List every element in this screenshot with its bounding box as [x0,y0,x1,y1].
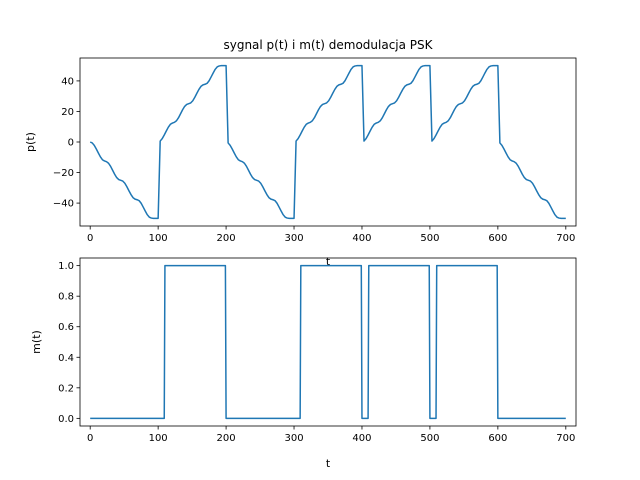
top-x-tick-label: 100 [149,233,168,244]
bottom-subplot: 0 100 200 300 400 500 600 700 0.0 0.2 0.4 0.6 0.8 1.… [30,257,577,470]
top-x-tick-label: 200 [217,233,236,244]
bottom-x-axis-label: t [326,457,331,470]
top-x-tick-label: 500 [420,233,439,244]
bottom-y-axis-label: m(t) [30,330,43,354]
bottom-x-tick-label: 600 [488,433,507,444]
top-x-ticks: 0 100 200 300 400 500 600 700 [87,226,575,244]
bottom-x-tick-label: 400 [352,433,371,444]
bottom-y-tick-label: 0.4 [58,353,74,364]
bottom-y-tick-label: 0.8 [58,292,74,303]
bottom-x-ticks: 0 100 200 300 400 500 600 700 [87,426,575,444]
top-x-tick-label: 0 [87,233,93,244]
top-plot-area [89,64,566,220]
top-series-line [89,64,566,220]
top-x-tick-label: 700 [556,233,575,244]
top-y-tick-label: −40 [53,199,74,210]
top-x-axis-label: t [326,255,331,268]
top-y-tick-label: −20 [53,168,74,179]
top-y-tick-label: 40 [61,76,74,87]
top-y-tick-label: 20 [61,107,74,118]
bottom-y-tick-label: 0.2 [58,383,74,394]
top-x-tick-label: 300 [284,233,303,244]
top-subplot: sygnal p(t) i m(t) demodulacja PSK 0 100 2… [24,38,577,268]
top-axes-frame [79,57,577,227]
bottom-y-ticks: 0.0 0.2 0.4 0.6 0.8 1.0 [58,261,80,425]
bottom-y-tick-label: 0.6 [58,322,74,333]
bottom-y-tick-label: 1.0 [58,261,74,272]
bottom-x-tick-label: 0 [87,433,93,444]
bottom-x-tick-label: 500 [420,433,439,444]
bottom-x-tick-label: 200 [217,433,236,444]
bottom-y-tick-label: 0.0 [58,414,74,425]
top-y-tick-label: 0 [68,138,74,149]
bottom-plot-area [90,264,566,420]
bottom-x-tick-label: 700 [556,433,575,444]
top-x-tick-label: 600 [488,233,507,244]
top-y-ticks: −40 −20 0 20 40 [53,76,80,210]
bottom-series-line [90,264,566,420]
bottom-x-tick-label: 300 [284,433,303,444]
bottom-x-tick-label: 100 [149,433,168,444]
top-y-axis-label: p(t) [24,132,37,152]
bottom-axes-frame [79,257,577,427]
top-chart-title: sygnal p(t) i m(t) demodulacja PSK [223,38,433,52]
top-x-tick-label: 400 [352,233,371,244]
